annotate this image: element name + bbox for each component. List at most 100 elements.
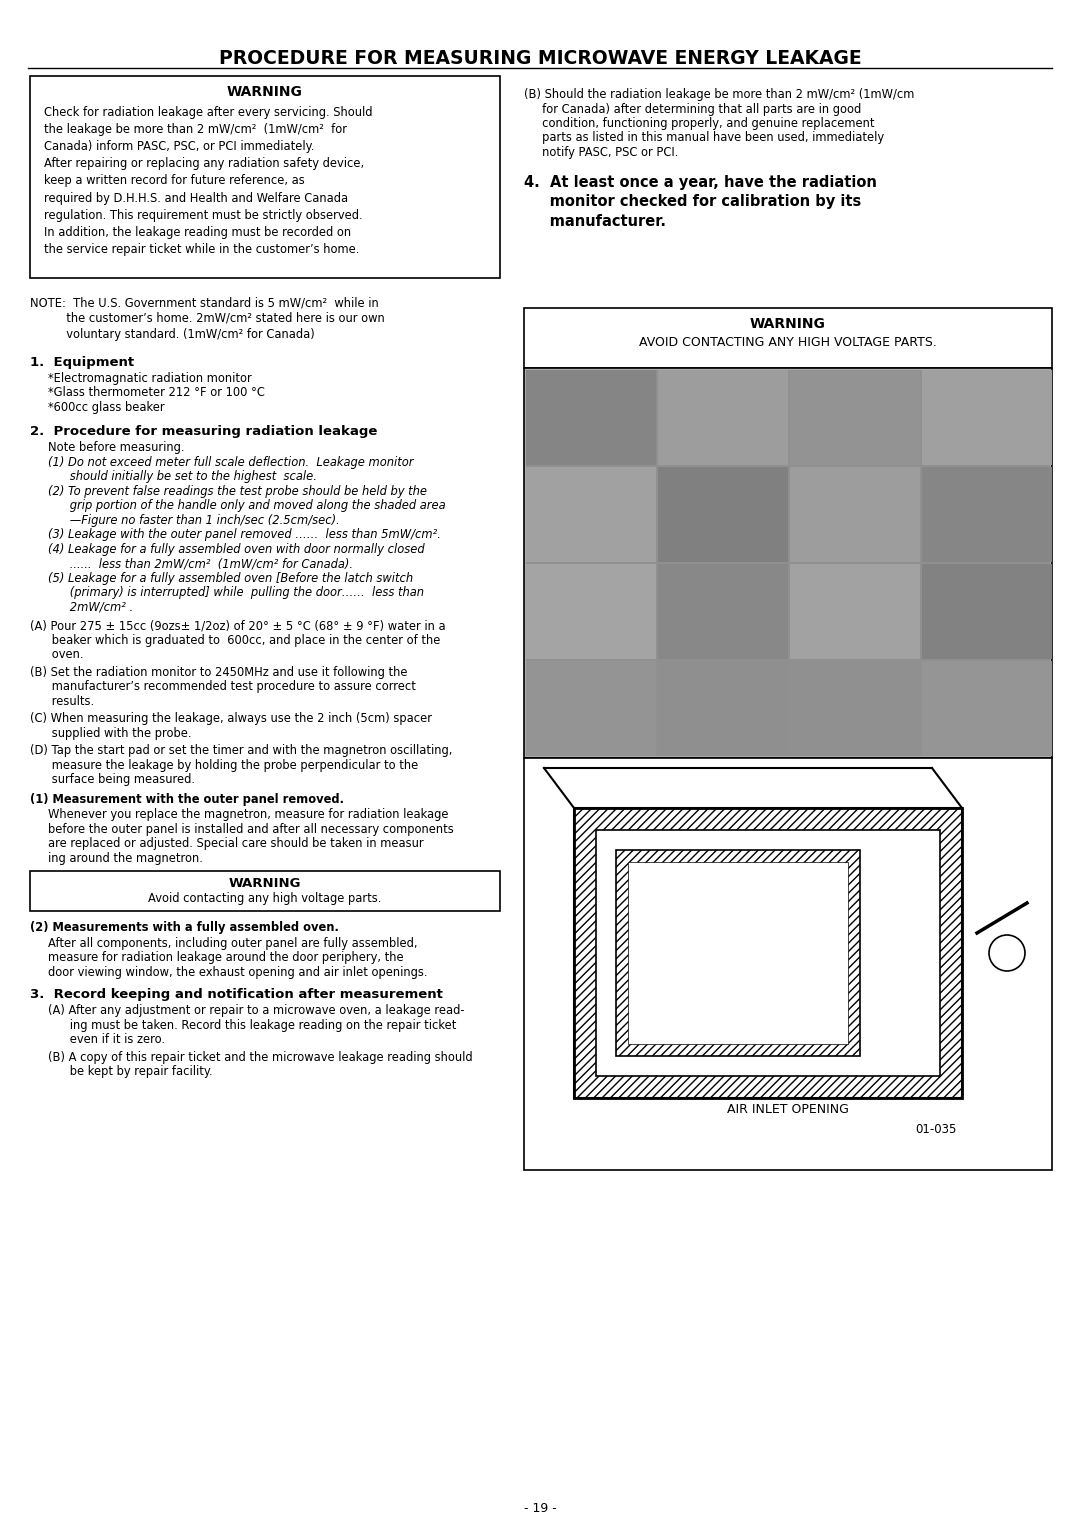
Text: 01-035: 01-035 — [916, 1123, 957, 1135]
Bar — [524, 758, 1052, 1170]
Bar — [627, 862, 848, 1044]
Circle shape — [989, 935, 1025, 970]
Text: (1) Do not exceed meter full scale deflection.  Leakage monitor: (1) Do not exceed meter full scale defle… — [48, 455, 414, 469]
Text: —Figure no faster than 1 inch/sec (2.5cm/sec).: —Figure no faster than 1 inch/sec (2.5cm… — [48, 513, 340, 527]
Text: ......  less than 2mW/cm²  (1mW/cm² for Canada).: ...... less than 2mW/cm² (1mW/cm² for Ca… — [48, 558, 353, 570]
Text: grip portion of the handle only and moved along the shaded area: grip portion of the handle only and move… — [48, 500, 446, 512]
Text: Check for radiation leakage after every servicing. Should: Check for radiation leakage after every … — [44, 105, 373, 119]
Text: AVOID CONTACTING ANY HIGH VOLTAGE PARTS.: AVOID CONTACTING ANY HIGH VOLTAGE PARTS. — [639, 336, 937, 348]
Text: monitor checked for calibration by its: monitor checked for calibration by its — [524, 194, 861, 209]
Text: should initially be set to the highest  scale.: should initially be set to the highest s… — [48, 471, 316, 483]
Bar — [922, 468, 1052, 562]
Text: results.: results. — [30, 695, 94, 707]
Text: Canada) inform PASC, PSC, or PCI immediately.: Canada) inform PASC, PSC, or PCI immedia… — [44, 141, 314, 153]
Text: (C) When measuring the leakage, always use the 2 inch (5cm) spacer: (C) When measuring the leakage, always u… — [30, 712, 432, 726]
Text: 3.  Record keeping and notification after measurement: 3. Record keeping and notification after… — [30, 989, 443, 1001]
Text: MOVE PROBE ALONG SHADED: MOVE PROBE ALONG SHADED — [693, 1054, 882, 1068]
Bar — [658, 370, 788, 465]
Text: (primary) is interrupted] while  pulling the door……  less than: (primary) is interrupted] while pulling … — [48, 587, 424, 599]
Text: measure the leakage by holding the probe perpendicular to the: measure the leakage by holding the probe… — [30, 759, 418, 772]
Bar — [658, 564, 788, 659]
Bar — [658, 662, 788, 756]
Text: After repairing or replacing any radiation safety device,: After repairing or replacing any radiati… — [44, 157, 364, 170]
Bar — [524, 368, 1052, 758]
Text: (1) Measurement with the outer panel removed.: (1) Measurement with the outer panel rem… — [30, 793, 345, 805]
Text: measure for radiation leakage around the door periphery, the: measure for radiation leakage around the… — [48, 952, 404, 964]
Text: door viewing window, the exhaust opening and air inlet openings.: door viewing window, the exhaust opening… — [48, 966, 428, 979]
Text: surface being measured.: surface being measured. — [30, 773, 195, 787]
Text: supplied with the probe.: supplied with the probe. — [30, 727, 191, 740]
Text: Note before measuring.: Note before measuring. — [48, 442, 185, 454]
Bar — [658, 468, 788, 562]
Text: (B) Should the radiation leakage be more than 2 mW/cm² (1mW/cm: (B) Should the radiation leakage be more… — [524, 89, 915, 101]
Text: 2mW/cm² .: 2mW/cm² . — [48, 601, 133, 614]
Text: the leakage be more than 2 mW/cm²  (1mW/cm²  for: the leakage be more than 2 mW/cm² (1mW/c… — [44, 124, 347, 136]
Text: the service repair ticket while in the customer’s home.: the service repair ticket while in the c… — [44, 243, 360, 255]
Text: AIR INLET OPENING: AIR INLET OPENING — [727, 1103, 849, 1115]
Text: (A) After any adjustment or repair to a microwave oven, a leakage read-: (A) After any adjustment or repair to a … — [48, 1004, 464, 1018]
Bar — [789, 370, 920, 465]
Text: (A) Pour 275 ± 15cc (9ozs± 1/2oz) of 20° ± 5 °C (68° ± 9 °F) water in a: (A) Pour 275 ± 15cc (9ozs± 1/2oz) of 20°… — [30, 619, 446, 633]
Text: (B) A copy of this repair ticket and the microwave leakage reading should: (B) A copy of this repair ticket and the… — [48, 1051, 473, 1063]
Bar — [526, 468, 656, 562]
Bar — [526, 370, 656, 465]
Text: manufacturer.: manufacturer. — [524, 214, 666, 229]
Bar — [526, 662, 656, 756]
Bar — [922, 662, 1052, 756]
Bar — [789, 468, 920, 562]
Text: Whenever you replace the magnetron, measure for radiation leakage: Whenever you replace the magnetron, meas… — [48, 808, 448, 822]
Text: After all components, including outer panel are fully assembled,: After all components, including outer pa… — [48, 937, 418, 950]
Text: for Canada) after determining that all parts are in good: for Canada) after determining that all p… — [524, 102, 861, 116]
Bar — [524, 309, 1052, 368]
Text: oven.: oven. — [30, 648, 83, 662]
Text: manufacturer’s recommended test procedure to assure correct: manufacturer’s recommended test procedur… — [30, 680, 416, 694]
Text: required by D.H.H.S. and Health and Welfare Canada: required by D.H.H.S. and Health and Welf… — [44, 191, 348, 205]
Bar — [573, 808, 962, 1099]
Text: (2) Measurements with a fully assembled oven.: (2) Measurements with a fully assembled … — [30, 921, 339, 934]
Text: keep a written record for future reference, as: keep a written record for future referen… — [44, 174, 305, 188]
Text: beaker which is graduated to  600cc, and place in the center of the: beaker which is graduated to 600cc, and … — [30, 634, 441, 646]
Text: (3) Leakage with the outer panel removed ……  less than 5mW/cm².: (3) Leakage with the outer panel removed… — [48, 529, 441, 541]
Text: WARNING: WARNING — [751, 316, 826, 332]
Text: are replaced or adjusted. Special care should be taken in measur: are replaced or adjusted. Special care s… — [48, 837, 423, 851]
Text: 1.  Equipment: 1. Equipment — [30, 356, 134, 368]
Text: In addition, the leakage reading must be recorded on: In addition, the leakage reading must be… — [44, 226, 351, 238]
Text: PROCEDURE FOR MEASURING MICROWAVE ENERGY LEAKAGE: PROCEDURE FOR MEASURING MICROWAVE ENERGY… — [218, 49, 862, 67]
Text: NOTE:  The U.S. Government standard is 5 mW/cm²  while in: NOTE: The U.S. Government standard is 5 … — [30, 296, 379, 309]
Text: before the outer panel is installed and after all necessary components: before the outer panel is installed and … — [48, 824, 454, 836]
Text: be kept by repair facility.: be kept by repair facility. — [48, 1065, 213, 1079]
Text: even if it is zero.: even if it is zero. — [48, 1033, 165, 1047]
Bar — [526, 370, 1050, 756]
Bar — [922, 370, 1052, 465]
Text: 2.  Procedure for measuring radiation leakage: 2. Procedure for measuring radiation lea… — [30, 425, 377, 439]
Text: the customer’s home. 2mW/cm² stated here is our own: the customer’s home. 2mW/cm² stated here… — [30, 312, 384, 325]
Text: parts as listed in this manual have been used, immediately: parts as listed in this manual have been… — [524, 131, 885, 145]
Text: (2) To prevent false readings the test probe should be held by the: (2) To prevent false readings the test p… — [48, 484, 427, 498]
Text: OPENINGS(as shown)AND AROUND: OPENINGS(as shown)AND AROUND — [678, 1086, 899, 1100]
Bar — [789, 662, 920, 756]
Text: notify PASC, PSC or PCI.: notify PASC, PSC or PCI. — [524, 147, 678, 159]
Text: Avoid contacting any high voltage parts.: Avoid contacting any high voltage parts. — [148, 892, 381, 905]
Text: - 19 -: - 19 - — [524, 1502, 556, 1514]
Text: ing around the magnetron.: ing around the magnetron. — [48, 851, 203, 865]
Text: regulation. This requirement must be strictly observed.: regulation. This requirement must be str… — [44, 209, 363, 222]
Text: 4.  At least once a year, have the radiation: 4. At least once a year, have the radiat… — [524, 174, 877, 189]
Bar — [922, 564, 1052, 659]
Text: WARNING: WARNING — [229, 877, 301, 889]
Text: *Glass thermometer 212 °F or 100 °C: *Glass thermometer 212 °F or 100 °C — [48, 387, 265, 399]
Bar — [526, 564, 656, 659]
Text: condition, functioning properly, and genuine replacement: condition, functioning properly, and gen… — [524, 118, 875, 130]
Text: *600cc glass beaker: *600cc glass beaker — [48, 400, 164, 414]
Text: ing must be taken. Record this leakage reading on the repair ticket: ing must be taken. Record this leakage r… — [48, 1019, 457, 1031]
Bar — [789, 564, 920, 659]
Bar — [616, 850, 860, 1056]
Text: (B) Set the radiation monitor to 2450MHz and use it following the: (B) Set the radiation monitor to 2450MHz… — [30, 666, 407, 678]
Text: (4) Leakage for a fully assembled oven with door normally closed: (4) Leakage for a fully assembled oven w… — [48, 542, 424, 556]
Text: voluntary standard. (1mW/cm² for Canada): voluntary standard. (1mW/cm² for Canada) — [30, 329, 314, 341]
Bar — [30, 871, 500, 911]
Text: (D) Tap the start pad or set the timer and with the magnetron oscillating,: (D) Tap the start pad or set the timer a… — [30, 744, 453, 758]
Bar — [596, 830, 940, 1076]
Text: WARNING: WARNING — [227, 86, 302, 99]
Text: *Electromagnatic radiation monitor: *Electromagnatic radiation monitor — [48, 371, 252, 385]
Text: (5) Leakage for a fully assembled oven [Before the latch switch: (5) Leakage for a fully assembled oven [… — [48, 571, 414, 585]
